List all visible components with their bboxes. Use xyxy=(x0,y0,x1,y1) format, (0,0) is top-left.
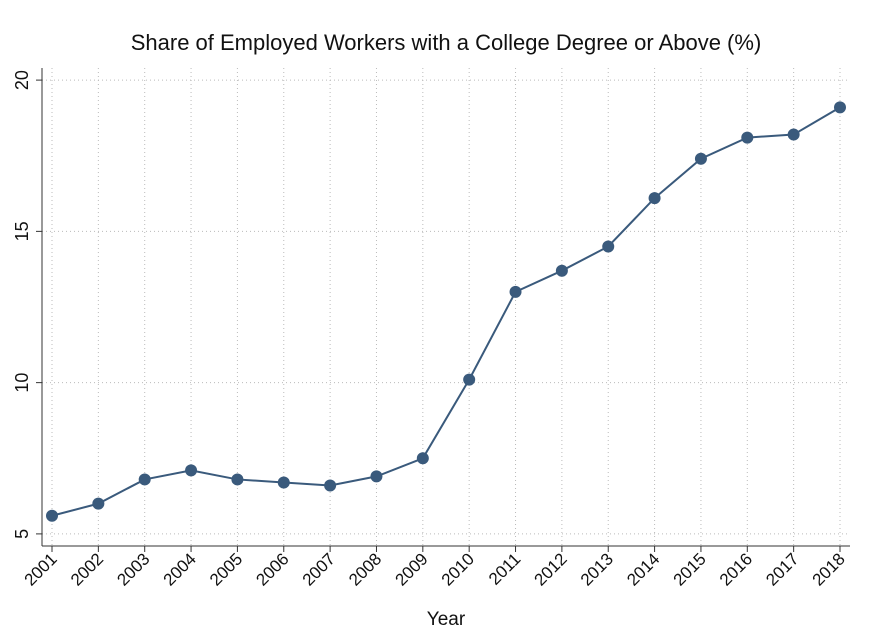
y-tick-label: 5 xyxy=(12,529,32,539)
point xyxy=(509,285,522,298)
chart-title: Share of Employed Workers with a College… xyxy=(131,30,762,55)
point xyxy=(648,192,661,205)
x-axis-label: Year xyxy=(427,609,466,630)
point xyxy=(277,476,290,489)
y-tick-label: 10 xyxy=(12,373,32,393)
point xyxy=(231,473,244,486)
point xyxy=(138,473,151,486)
point xyxy=(370,470,383,483)
point xyxy=(92,497,105,510)
point xyxy=(787,128,800,141)
point xyxy=(741,131,754,144)
point xyxy=(463,373,476,386)
y-tick-label: 15 xyxy=(12,221,32,241)
point xyxy=(416,452,429,465)
point xyxy=(555,264,568,277)
point xyxy=(324,479,337,492)
y-tick-label: 20 xyxy=(12,70,32,90)
point xyxy=(602,240,615,253)
point xyxy=(834,101,846,114)
point xyxy=(46,509,58,522)
line xyxy=(51,106,841,517)
point xyxy=(694,152,707,165)
point xyxy=(185,464,198,477)
